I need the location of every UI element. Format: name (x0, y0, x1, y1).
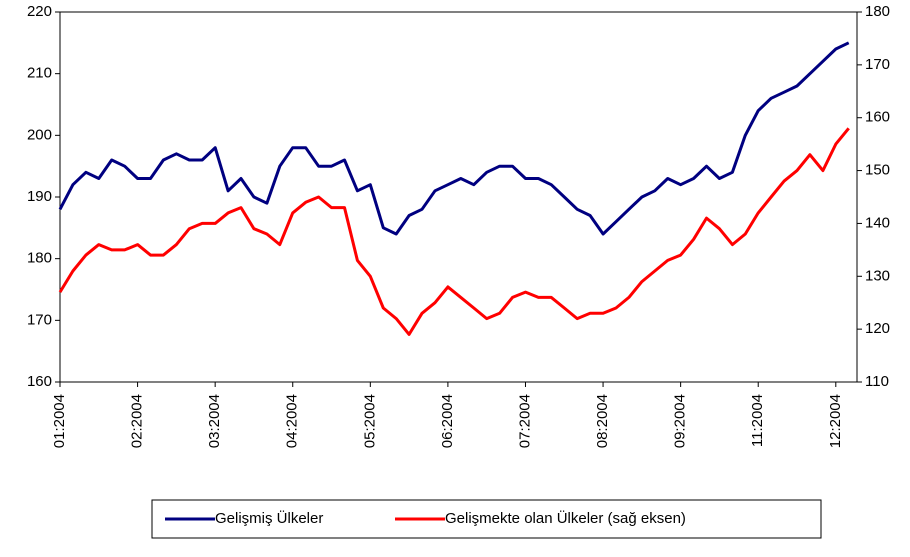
y-tick-label: 170 (27, 311, 52, 328)
x-tick-label: 02:2004 (129, 394, 146, 448)
y2-tick-label: 180 (865, 3, 890, 20)
x-tick-label: 11:2004 (749, 394, 766, 447)
x-tick-label: 07:2004 (516, 394, 533, 448)
legend-label: Gelişmiş Ülkeler (215, 509, 323, 527)
y-tick-label: 180 (27, 250, 52, 267)
y-tick-label: 220 (27, 3, 52, 20)
plot-frame (59, 11, 858, 383)
y2-tick-label: 130 (865, 267, 890, 284)
y-tick-label: 190 (27, 188, 52, 205)
y-tick-label: 210 (27, 65, 52, 82)
y-tick-label: 160 (27, 373, 52, 390)
x-tick-label: 06:2004 (439, 394, 456, 448)
series-line (58, 41, 850, 236)
x-tick-label: 01:2004 (51, 394, 68, 448)
x-tick-label: 03:2004 (206, 394, 223, 448)
series-line (58, 127, 850, 336)
y2-tick-label: 110 (865, 373, 889, 390)
y-tick-label: 200 (27, 126, 52, 143)
y2-tick-label: 160 (865, 109, 890, 126)
x-tick-label: 09:2004 (672, 394, 689, 448)
y2-tick-label: 140 (865, 214, 890, 231)
legend-box (151, 499, 822, 539)
x-tick-label: 12:2004 (827, 394, 844, 448)
x-tick-label: 05:2004 (361, 394, 378, 448)
y2-tick-label: 170 (865, 56, 890, 73)
x-tick-label: 08:2004 (594, 394, 611, 448)
x-tick-label: 04:2004 (284, 394, 301, 448)
y2-tick-label: 150 (865, 162, 890, 179)
y2-tick-label: 120 (865, 320, 890, 337)
legend-label: Gelişmekte olan Ülkeler (sağ eksen) (445, 509, 686, 527)
